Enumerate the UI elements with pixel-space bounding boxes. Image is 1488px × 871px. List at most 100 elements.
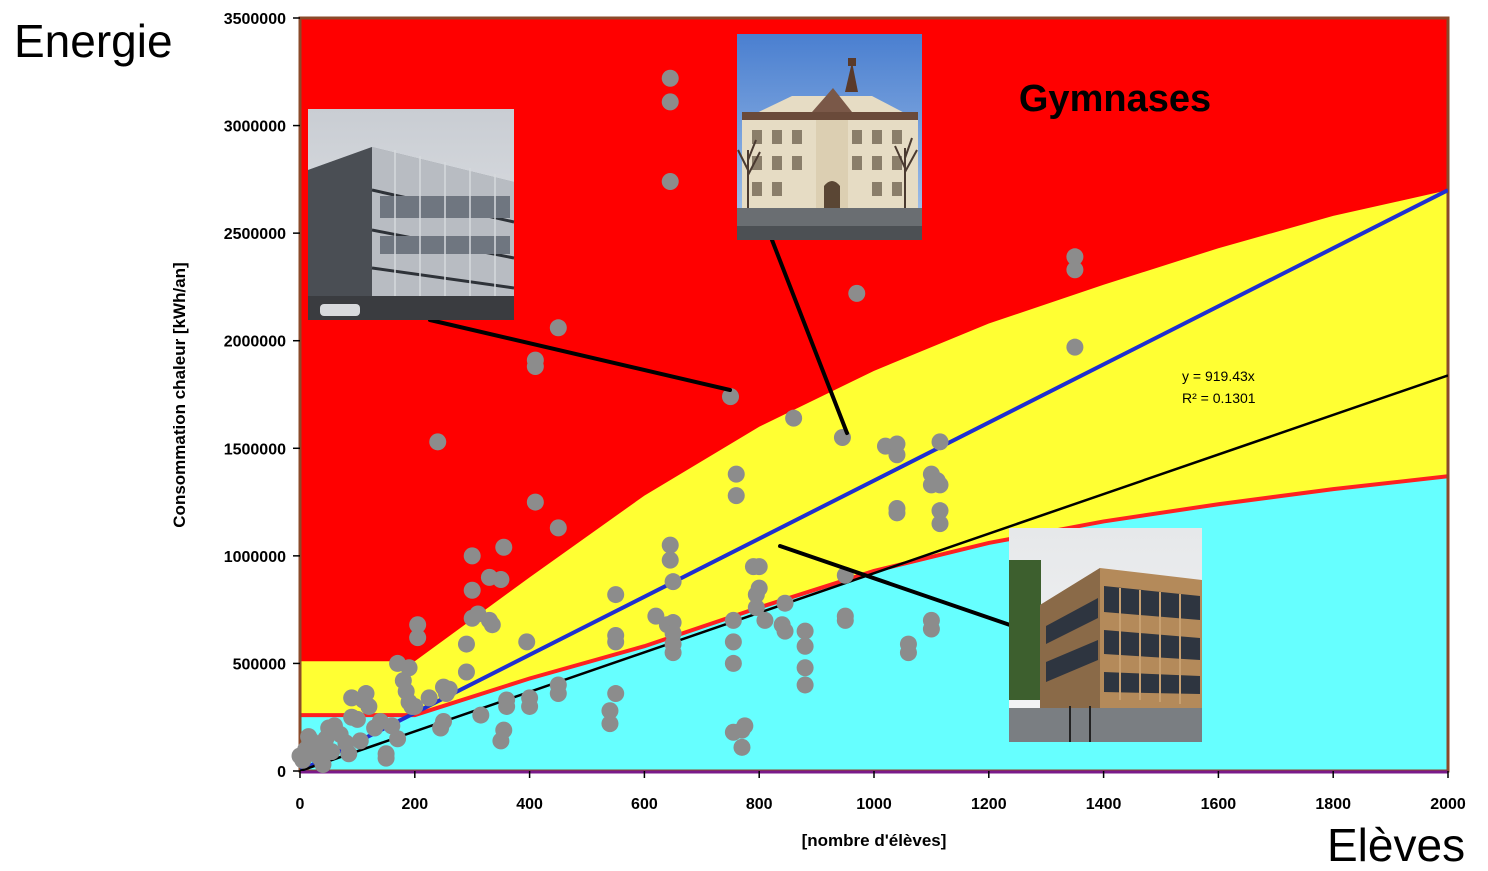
data-point [661,173,679,191]
data-point [549,319,567,337]
data-point [733,738,751,756]
blue-reference-line [300,188,1448,771]
x-tick-label: 800 [746,796,773,813]
data-point [400,659,418,677]
y-tick-label: 2500000 [224,226,286,243]
data-point [323,743,341,761]
data-point [1066,248,1084,266]
y-axis-title: Consommation chaleur [kWh/an] [170,262,189,527]
data-point [607,626,625,644]
x-tick-label: 1800 [1315,796,1351,813]
data-point [526,351,544,369]
data-point [357,685,375,703]
data-point [348,710,366,728]
data-point [340,745,358,763]
y-axis: 0 500000 1000000 1500000 2000000 2500000 30000… [224,11,300,781]
data-point [495,721,513,739]
energie-corner-label: Energie [14,15,173,67]
x-tick-label: 1600 [1201,796,1237,813]
y-tick-label: 3500000 [224,11,286,28]
data-point [457,635,475,653]
data-point [796,676,814,694]
data-point [435,713,452,731]
data-point [785,409,803,427]
data-point [607,685,625,703]
data-point [463,547,481,565]
x-tick-label: 200 [401,796,428,813]
x-tick-label: 2000 [1430,796,1466,813]
data-point [472,706,490,724]
data-point [724,611,742,629]
trendline-equation: y = 919.43x [1182,368,1255,384]
data-point [727,465,745,483]
y-tick-label: 2000000 [224,334,286,351]
data-point [420,689,438,707]
data-point [747,598,765,616]
data-point [1066,338,1084,356]
y-tick-label: 1000000 [224,549,286,566]
data-point [495,538,513,556]
data-point [409,629,427,647]
data-point [360,697,378,715]
eleves-corner-label: Elèves [1327,819,1466,871]
data-point [518,633,536,651]
data-point [314,756,332,774]
data-point [549,519,567,537]
data-point [1066,261,1084,279]
data-point [661,551,679,569]
data-point [931,502,949,520]
y-tick-label: 0 [277,764,286,781]
y-tick-label: 1500000 [224,441,286,458]
data-point [526,493,544,511]
data-point [661,93,679,111]
data-point [888,504,906,522]
x-axis: 0 200 400 600 800 1000 1200 1400 1600 1800 2000 [296,771,1466,813]
data-point [351,732,369,750]
data-point [722,388,739,406]
data-point [601,702,619,720]
data-point [377,749,395,767]
y-tick-label: 500000 [233,656,286,673]
y-tick-label: 3000000 [224,119,286,136]
data-point [607,586,625,604]
callout-line-1 [428,318,732,392]
data-point [492,571,510,589]
x-tick-label: 1200 [971,796,1007,813]
data-point [727,487,745,505]
data-point [899,644,917,662]
data-point [922,620,940,638]
data-point [483,616,501,634]
data-point [463,581,481,599]
data-point [931,433,949,451]
data-point [429,433,447,451]
linear-trendline [300,374,1448,771]
data-point [776,594,794,612]
data-point [796,637,814,655]
data-point [931,515,949,533]
data-point [848,284,866,302]
data-point [736,717,754,735]
data-point [661,69,679,87]
data-point [389,730,407,748]
x-tick-label: 400 [516,796,543,813]
photo-1960s-building [1009,528,1202,742]
cyan-zone-red-edge [300,474,1448,718]
x-tick-label: 0 [296,796,305,813]
data-point [931,476,949,494]
data-point [724,633,742,651]
x-tick-label: 1400 [1086,796,1122,813]
data-point [750,558,768,576]
data-point [383,717,401,735]
data-point [549,676,567,694]
data-point [440,680,458,698]
data-point [750,579,768,597]
data-point [601,715,619,733]
data-point [457,663,475,681]
data-point [409,616,427,634]
callout-line-3 [778,544,1012,627]
x-tick-label: 600 [631,796,658,813]
data-point [836,607,854,625]
chart-title: Gymnases [1019,78,1211,120]
data-point [796,659,814,677]
